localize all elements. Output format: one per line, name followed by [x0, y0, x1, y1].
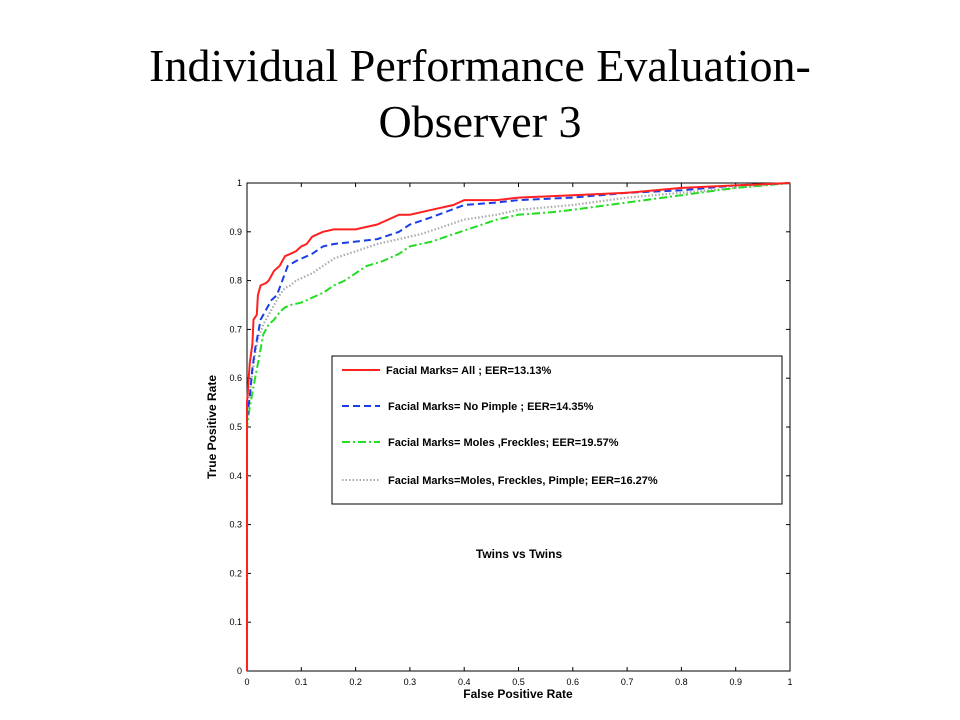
y-tick-label: 0.5 [229, 422, 242, 432]
slide-title-line-1: Individual Performance Evaluation- [149, 40, 811, 91]
x-tick-label: 0.8 [675, 677, 688, 687]
x-tick-label: 0 [244, 677, 249, 687]
x-tick-label: 0.9 [729, 677, 742, 687]
legend-entry-4: Facial Marks=Moles, Freckles, Pimple; EE… [388, 475, 658, 487]
x-tick-label: 1 [787, 677, 792, 687]
y-tick-label: 0.8 [229, 276, 242, 286]
legend-box [331, 355, 783, 505]
y-tick-label: 1 [237, 178, 242, 188]
legend: Facial Marks= All ; EER=13.13% Facial Mar… [331, 355, 783, 505]
x-tick-label: 0.5 [512, 677, 525, 687]
series-line-3 [246, 182, 791, 671]
x-tick-label: 0.7 [621, 677, 634, 687]
x-tick-label: 0.3 [404, 677, 417, 687]
series-lines [245, 181, 791, 671]
legend-entry-2: Facial Marks= No Pimple ; EER=14.35% [388, 401, 594, 413]
legend-entry-3: Facial Marks= Moles ,Freckles; EER=19.57… [388, 437, 619, 449]
chart-annotation: Twins vs Twins [476, 547, 563, 561]
y-tick-label: 0 [237, 666, 242, 676]
legend-entry-1: Facial Marks= All ; EER=13.13% [386, 365, 552, 377]
y-tick-label: 0.7 [229, 324, 242, 334]
y-tick-label: 0.4 [229, 471, 242, 481]
y-axis-label: True Positive Rate [205, 375, 219, 479]
x-tick-label: 0.6 [567, 677, 580, 687]
x-tick-label: 0.1 [295, 677, 308, 687]
y-tick-label: 0.6 [229, 373, 242, 383]
y-tick-label: 0.2 [229, 568, 242, 578]
y-tick-label: 0.9 [229, 227, 242, 237]
series-line-1 [246, 182, 791, 671]
y-tick-label: 0.1 [229, 617, 242, 627]
x-tick-label: 0.4 [458, 677, 471, 687]
slide-title-line-2: Observer 3 [378, 96, 582, 147]
slide-title: Individual Performance Evaluation- Obser… [0, 38, 960, 150]
x-axis-label: False Positive Rate [463, 687, 573, 701]
axis-ticks: 0 0.1 0.2 0.3 0.4 0.5 0.6 0.7 0.8 0.9 1 0 0.1 0.2 0.3 0… [229, 178, 792, 687]
x-tick-label: 0.2 [349, 677, 362, 687]
y-tick-label: 0.3 [229, 520, 242, 530]
series-line-2 [246, 182, 791, 671]
